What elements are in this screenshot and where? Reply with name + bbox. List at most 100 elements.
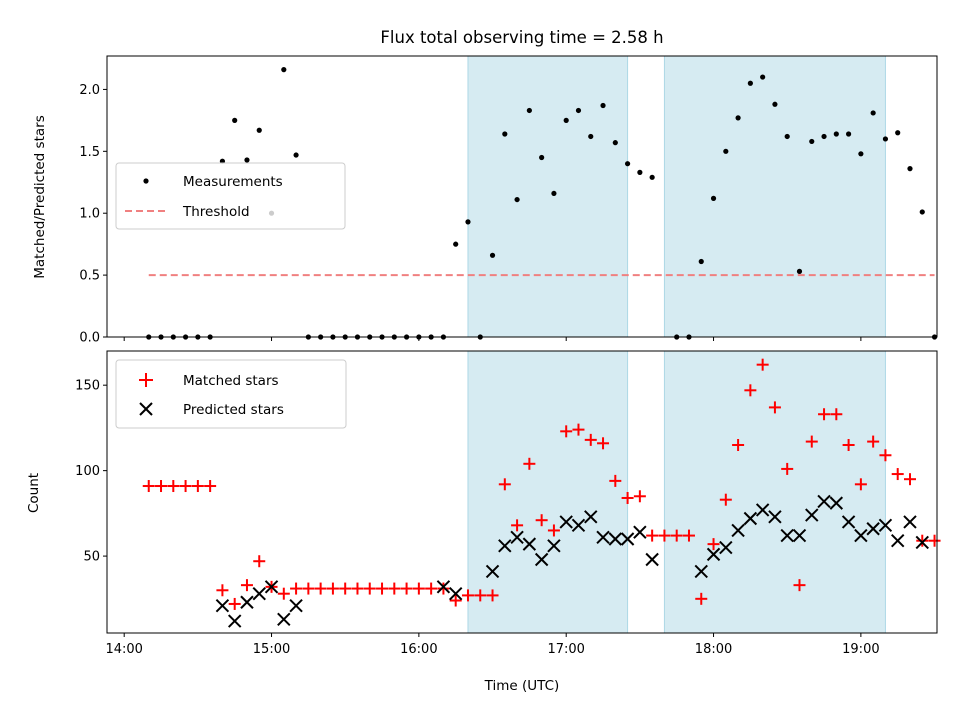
predicted-point: [215, 598, 230, 613]
top-axes-frame: [106, 55, 938, 338]
predicted-point: [227, 614, 242, 628]
matched-point: [916, 534, 929, 547]
predicted-point: [854, 528, 868, 543]
top-legend: Measurements Threshold: [115, 162, 346, 230]
matched-point: [805, 435, 818, 448]
matched-point: [670, 529, 683, 542]
y-tick: 50: [83, 550, 107, 565]
measurement-point: [526, 107, 532, 114]
bottom-axes-frame: [106, 350, 938, 634]
bottom-legend: Matched stars Predicted stars: [115, 359, 347, 429]
y-tick-label: 50: [83, 550, 100, 565]
predicted-point: [277, 612, 291, 627]
matched-point: [179, 480, 192, 493]
predicted-point: [240, 595, 254, 609]
measurement-point: [845, 131, 852, 137]
predicted-point: [878, 518, 893, 533]
matched-point: [400, 582, 413, 595]
predicted-point: [719, 540, 733, 555]
matched-point: [854, 478, 867, 491]
measurement-point: [919, 209, 925, 215]
predicted-point: [706, 547, 721, 562]
y-tick-label: 100: [75, 464, 100, 479]
measurement-point: [637, 169, 643, 175]
measurement-point: [710, 195, 717, 201]
bottom-y-ticks: 50 100 150: [75, 379, 107, 565]
x-tick-label: 14:00: [105, 642, 142, 657]
measurement-point: [858, 151, 864, 157]
measurement-point: [624, 161, 631, 167]
matched-point: [646, 529, 659, 542]
predicted-point: [903, 515, 917, 529]
predicted-point: [547, 539, 561, 553]
predicted-point: [485, 564, 500, 579]
matched-point: [842, 439, 855, 451]
matched-point: [584, 433, 597, 446]
matched-point: [768, 401, 781, 414]
shaded-interval-2: [663, 55, 886, 338]
predicted-point: [755, 503, 770, 517]
matched-point: [633, 490, 646, 503]
y-tick: 1.5: [79, 145, 107, 160]
predicted-point: [584, 510, 598, 524]
matched-point: [793, 579, 806, 592]
measurement-point: [698, 258, 704, 265]
matched-point: [437, 582, 450, 595]
x-tick: 14:00: [105, 633, 143, 657]
top-y-ticks: 0.0 0.5 1.0 1.5 2.0: [79, 83, 107, 346]
matched-point: [818, 408, 831, 421]
x-tick: 16:00: [400, 633, 438, 657]
measurement-point: [575, 107, 582, 114]
predicted-point: [866, 522, 880, 536]
bottom-shaded-intervals: [467, 350, 886, 634]
measurement-point: [747, 80, 753, 86]
matched-point: [511, 519, 524, 532]
matched-point: [228, 597, 241, 610]
matched-point: [928, 534, 941, 547]
top-shaded-intervals: [467, 55, 886, 338]
predicted-point: [805, 508, 819, 522]
matched-point: [903, 473, 916, 486]
matched-point: [707, 538, 720, 551]
top-x-ticks: [123, 337, 862, 341]
series-matched-stars: [142, 358, 941, 610]
measurement-point: [465, 219, 471, 225]
x-tick-label: 18:00: [695, 642, 732, 657]
predicted-point: [829, 496, 844, 510]
y-tick: 0.5: [79, 269, 107, 284]
y-tick-label: 0.5: [79, 269, 100, 284]
predicted-point: [620, 532, 635, 546]
matched-point: [879, 449, 892, 462]
matched-point: [326, 582, 339, 595]
y-tick: 0.0: [79, 331, 107, 346]
predicted-point: [780, 528, 794, 543]
matched-point: [682, 529, 695, 542]
y-tick: 150: [75, 379, 107, 394]
matched-point: [744, 384, 757, 397]
matched-point: [523, 457, 536, 470]
measurement-point: [502, 131, 508, 137]
predicted-point: [252, 586, 266, 601]
measurement-point: [244, 157, 250, 163]
y-tick: 100: [75, 464, 107, 479]
predicted-point: [608, 532, 623, 546]
matched-point: [449, 594, 462, 607]
y-tick: 2.0: [79, 83, 107, 98]
matched-point: [191, 480, 204, 493]
measurement-point: [232, 117, 238, 123]
measurement-point: [256, 127, 262, 133]
measurement-point: [649, 174, 655, 180]
y-tick-label: 1.5: [79, 145, 100, 160]
matched-point: [363, 582, 376, 595]
predicted-point: [731, 523, 745, 538]
predicted-point: [264, 580, 279, 594]
matched-point: [732, 439, 745, 451]
bottom-legend-box: [115, 359, 347, 429]
measurement-point: [453, 241, 459, 247]
legend-predicted-marker: [139, 402, 153, 416]
matched-point: [572, 423, 585, 436]
measurement-point: [612, 140, 618, 146]
predicted-point: [522, 537, 537, 551]
measurement-point: [600, 102, 606, 109]
